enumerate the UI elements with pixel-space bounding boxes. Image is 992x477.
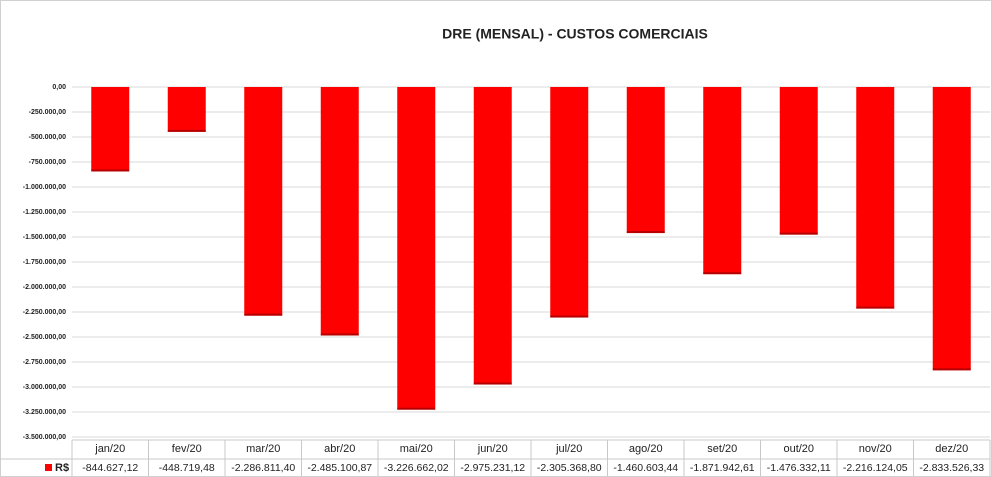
bar-shadow xyxy=(397,407,436,410)
x-tick-label: out/20 xyxy=(783,443,814,455)
x-tick-label: ago/20 xyxy=(629,443,663,455)
bar xyxy=(397,87,436,410)
y-tick-label: -2.500.000,00 xyxy=(23,334,66,341)
bar xyxy=(550,87,589,318)
data-table-value: -448.719,48 xyxy=(159,462,215,474)
data-table-value: -3.226.662,02 xyxy=(384,462,449,474)
y-tick-label: -3.000.000,00 xyxy=(23,384,66,391)
y-tick-label: -3.500.000,00 xyxy=(23,434,66,441)
data-table-value: -2.216.124,05 xyxy=(843,462,908,474)
data-table-value: -1.871.942,61 xyxy=(690,462,755,474)
bar xyxy=(244,87,283,316)
data-table-value: -2.833.526,33 xyxy=(919,462,984,474)
x-tick-label: set/20 xyxy=(707,443,737,455)
x-tick-label: nov/20 xyxy=(859,443,892,455)
bar-shadow xyxy=(167,129,206,132)
x-tick-label: jan/20 xyxy=(94,443,125,455)
y-tick-label: -2.250.000,00 xyxy=(23,309,66,316)
y-tick-label: -1.750.000,00 xyxy=(23,259,66,266)
x-tick-label: fev/20 xyxy=(172,443,202,455)
x-tick-label: abr/20 xyxy=(324,443,355,455)
y-tick-label: -1.500.000,00 xyxy=(23,234,66,241)
x-tick-label: mar/20 xyxy=(246,443,280,455)
y-tick-label: 0,00 xyxy=(52,84,66,91)
legend-label: R$ xyxy=(55,462,69,474)
legend-key xyxy=(45,464,52,471)
x-tick-label: mai/20 xyxy=(400,443,433,455)
bar-shadow xyxy=(320,333,359,336)
bar xyxy=(91,87,130,172)
y-tick-label: -750.000,00 xyxy=(29,159,66,166)
bar xyxy=(932,87,971,371)
chart-title: DRE (MENSAL) - CUSTOS COMERCIAIS xyxy=(442,26,708,42)
data-table-value: -844.627,12 xyxy=(82,462,138,474)
bar xyxy=(779,87,818,235)
data-table-value: -2.975.231,12 xyxy=(460,462,525,474)
bar-shadow xyxy=(550,315,589,318)
y-tick-label: -500.000,00 xyxy=(29,134,66,141)
y-tick-label: -1.250.000,00 xyxy=(23,209,66,216)
bar-shadow xyxy=(473,382,512,385)
y-tick-label: -2.000.000,00 xyxy=(23,284,66,291)
bar-shadow xyxy=(703,272,742,275)
data-table-value: -2.286.811,40 xyxy=(231,462,295,474)
x-tick-label: jul/20 xyxy=(555,443,582,455)
bar-shadow xyxy=(244,313,283,316)
bar xyxy=(626,87,665,234)
bar-shadow xyxy=(932,368,971,371)
bar xyxy=(703,87,742,275)
bar-shadow xyxy=(779,232,818,235)
data-table-value: -1.460.603,44 xyxy=(613,462,678,474)
y-tick-label: -3.250.000,00 xyxy=(23,409,66,416)
y-tick-label: -2.750.000,00 xyxy=(23,359,66,366)
bar xyxy=(167,87,206,132)
bar xyxy=(856,87,895,309)
bar-shadow xyxy=(856,306,895,309)
y-tick-label: -250.000,00 xyxy=(29,109,66,116)
bar-shadow xyxy=(626,231,665,234)
bar xyxy=(473,87,512,385)
data-table-value: -2.485.100,87 xyxy=(307,462,372,474)
data-table-value: -2.305.368,80 xyxy=(537,462,602,474)
bar xyxy=(320,87,359,336)
x-tick-label: jun/20 xyxy=(477,443,508,455)
data-table-value: -1.476.332,11 xyxy=(767,462,831,474)
bar-shadow xyxy=(91,169,130,172)
x-tick-label: dez/20 xyxy=(935,443,968,455)
y-tick-label: -1.000.000,00 xyxy=(23,184,66,191)
